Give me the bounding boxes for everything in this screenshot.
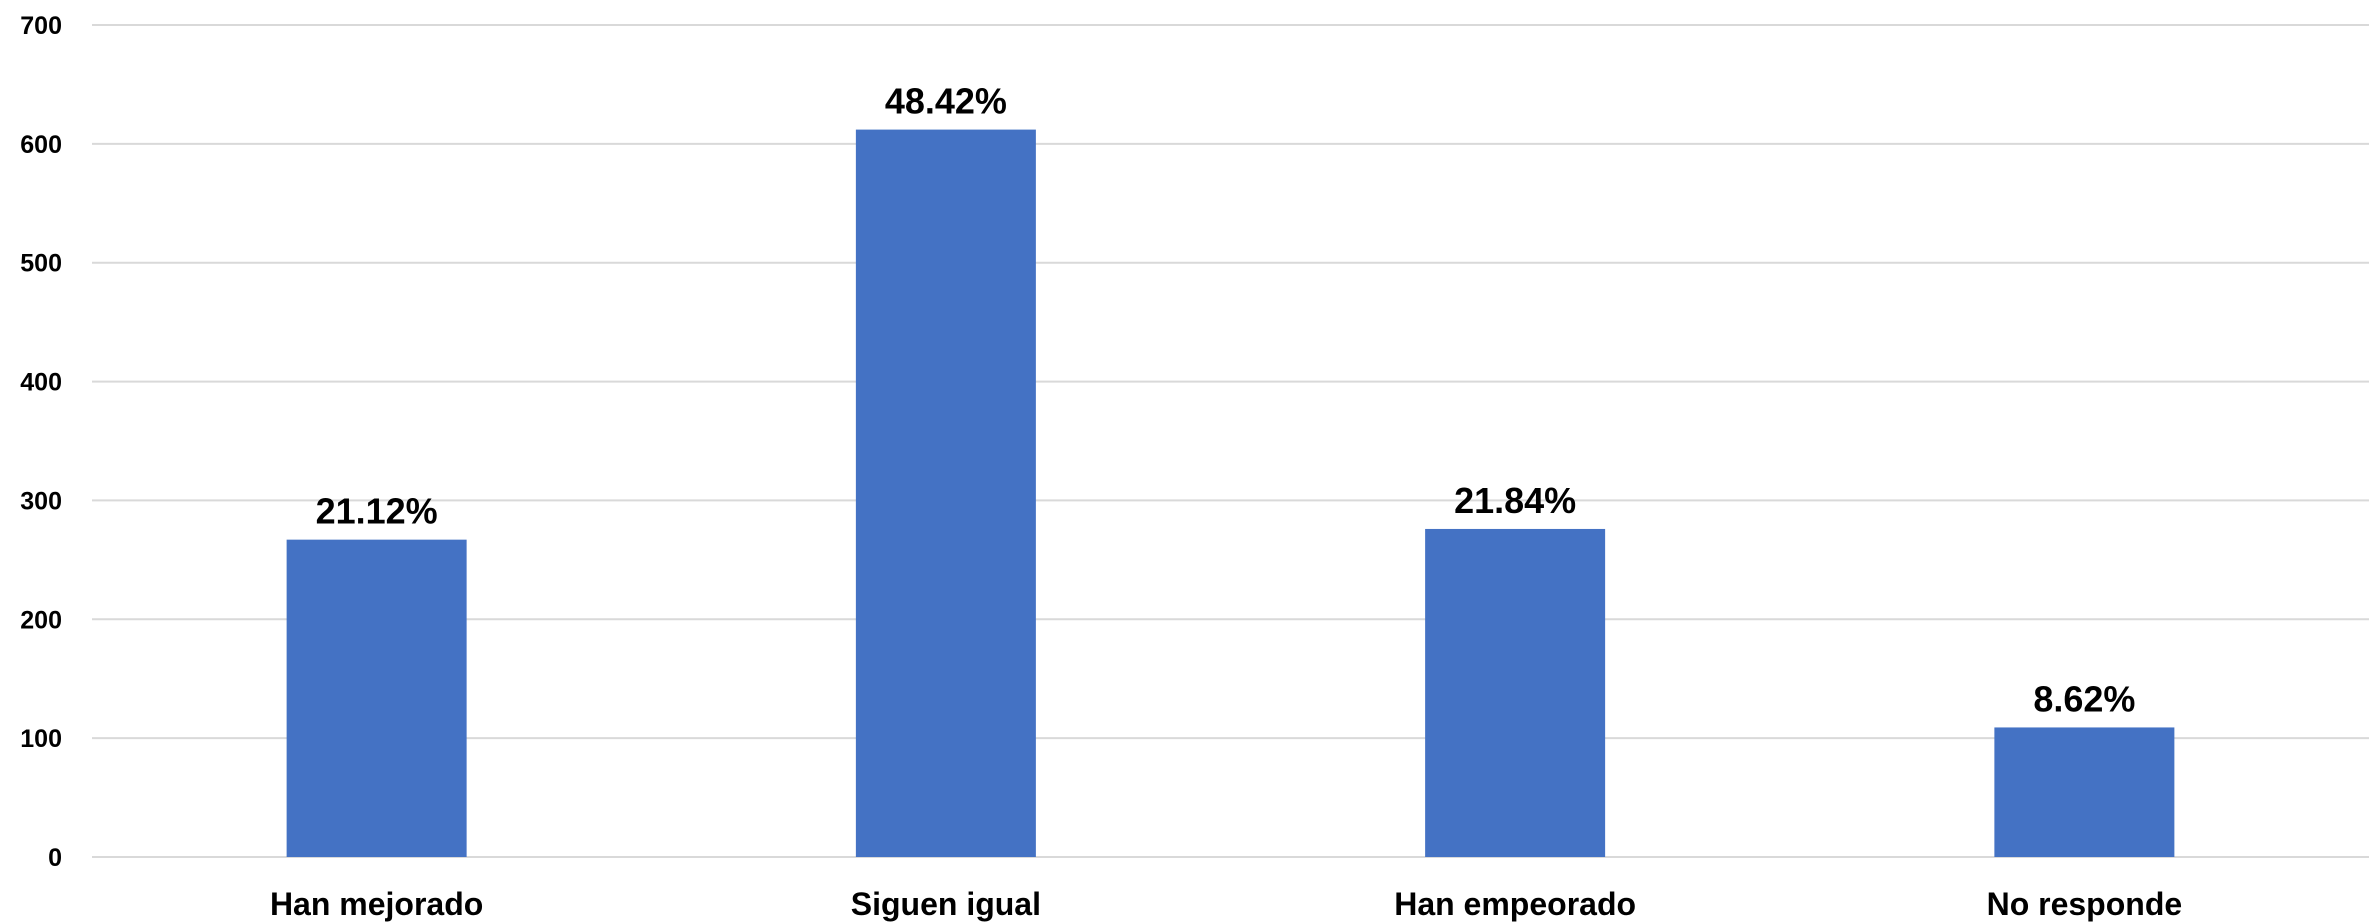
y-tick-label: 100 — [20, 725, 62, 753]
y-tick-label: 300 — [20, 487, 62, 515]
x-category-label: No responde — [1987, 886, 2183, 922]
bar-data-label: 8.62% — [2033, 678, 2135, 719]
bar — [1994, 727, 2175, 857]
bar-data-label: 48.42% — [885, 81, 1007, 122]
y-tick-label: 700 — [20, 12, 62, 40]
y-tick-label: 400 — [20, 369, 62, 397]
x-category-label: Han mejorado — [270, 886, 483, 922]
y-tick-label: 600 — [20, 131, 62, 159]
x-axis-categories: Han mejorado Siguen igual Han empeorado No … — [270, 886, 2182, 922]
y-tick-label: 200 — [20, 606, 62, 634]
bar-data-label: 21.84% — [1454, 480, 1576, 521]
bars — [286, 129, 2175, 857]
x-category-label: Han empeorado — [1394, 886, 1636, 922]
data-labels: 21.12% 48.42% 21.84% 8.62% — [316, 81, 2136, 720]
x-category-label: Siguen igual — [851, 886, 1041, 922]
bar — [1425, 528, 1606, 857]
bar-data-label: 21.12% — [316, 491, 438, 532]
y-tick-label: 500 — [20, 250, 62, 278]
gridlines — [92, 24, 2369, 858]
bar — [286, 539, 467, 857]
y-axis-ticks: 0 100 200 300 400 500 600 700 — [20, 12, 62, 872]
y-tick-label: 0 — [48, 844, 62, 872]
bar — [855, 129, 1036, 857]
